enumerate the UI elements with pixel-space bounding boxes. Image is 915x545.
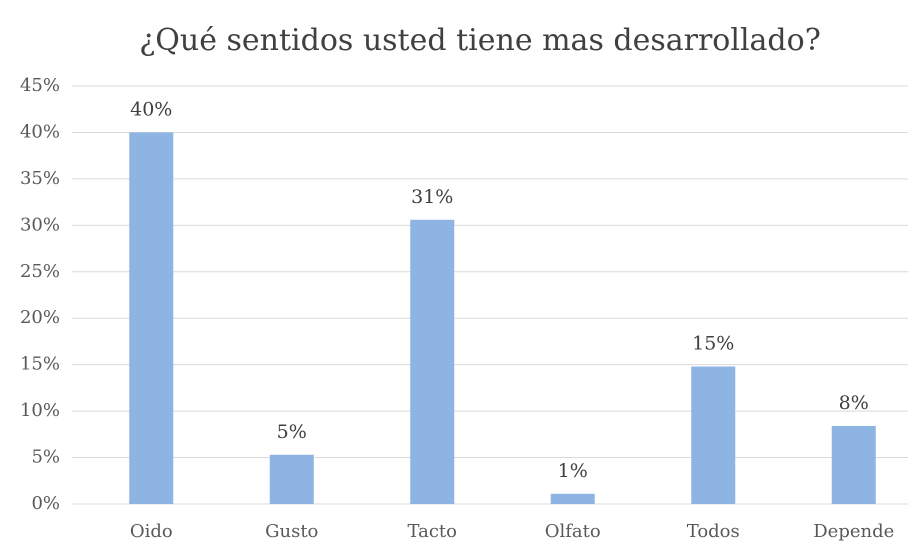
data-label: 5% bbox=[277, 421, 307, 443]
data-label: 8% bbox=[839, 392, 869, 414]
bar bbox=[691, 366, 736, 504]
y-tick-label: 20% bbox=[20, 307, 60, 328]
bar bbox=[129, 132, 174, 504]
x-tick-label: Todos bbox=[687, 521, 740, 542]
chart-title: ¿Qué sentidos usted tiene mas desarrolla… bbox=[139, 23, 821, 58]
x-tick-label: Tacto bbox=[408, 521, 458, 542]
y-tick-label: 45% bbox=[20, 75, 60, 96]
y-tick-label: 40% bbox=[20, 121, 60, 142]
y-tick-label: 35% bbox=[20, 168, 60, 189]
x-tick-label: Olfato bbox=[545, 521, 601, 542]
y-tick-label: 10% bbox=[20, 400, 60, 421]
y-tick-label: 15% bbox=[20, 354, 60, 375]
x-tick-label: Oido bbox=[130, 521, 173, 542]
x-tick-label: Gusto bbox=[265, 521, 318, 542]
bar bbox=[831, 425, 876, 504]
data-label: 15% bbox=[692, 333, 734, 355]
y-tick-label: 30% bbox=[20, 214, 60, 235]
data-label: 40% bbox=[130, 98, 172, 120]
data-label: 1% bbox=[558, 460, 588, 482]
bar bbox=[269, 454, 314, 504]
x-tick-label: Depende bbox=[813, 521, 894, 542]
y-tick-label: 25% bbox=[20, 261, 60, 282]
bar bbox=[550, 493, 595, 504]
bar bbox=[410, 219, 455, 504]
y-tick-label: 0% bbox=[31, 493, 60, 514]
data-label: 31% bbox=[411, 186, 453, 208]
y-tick-label: 5% bbox=[31, 447, 60, 468]
